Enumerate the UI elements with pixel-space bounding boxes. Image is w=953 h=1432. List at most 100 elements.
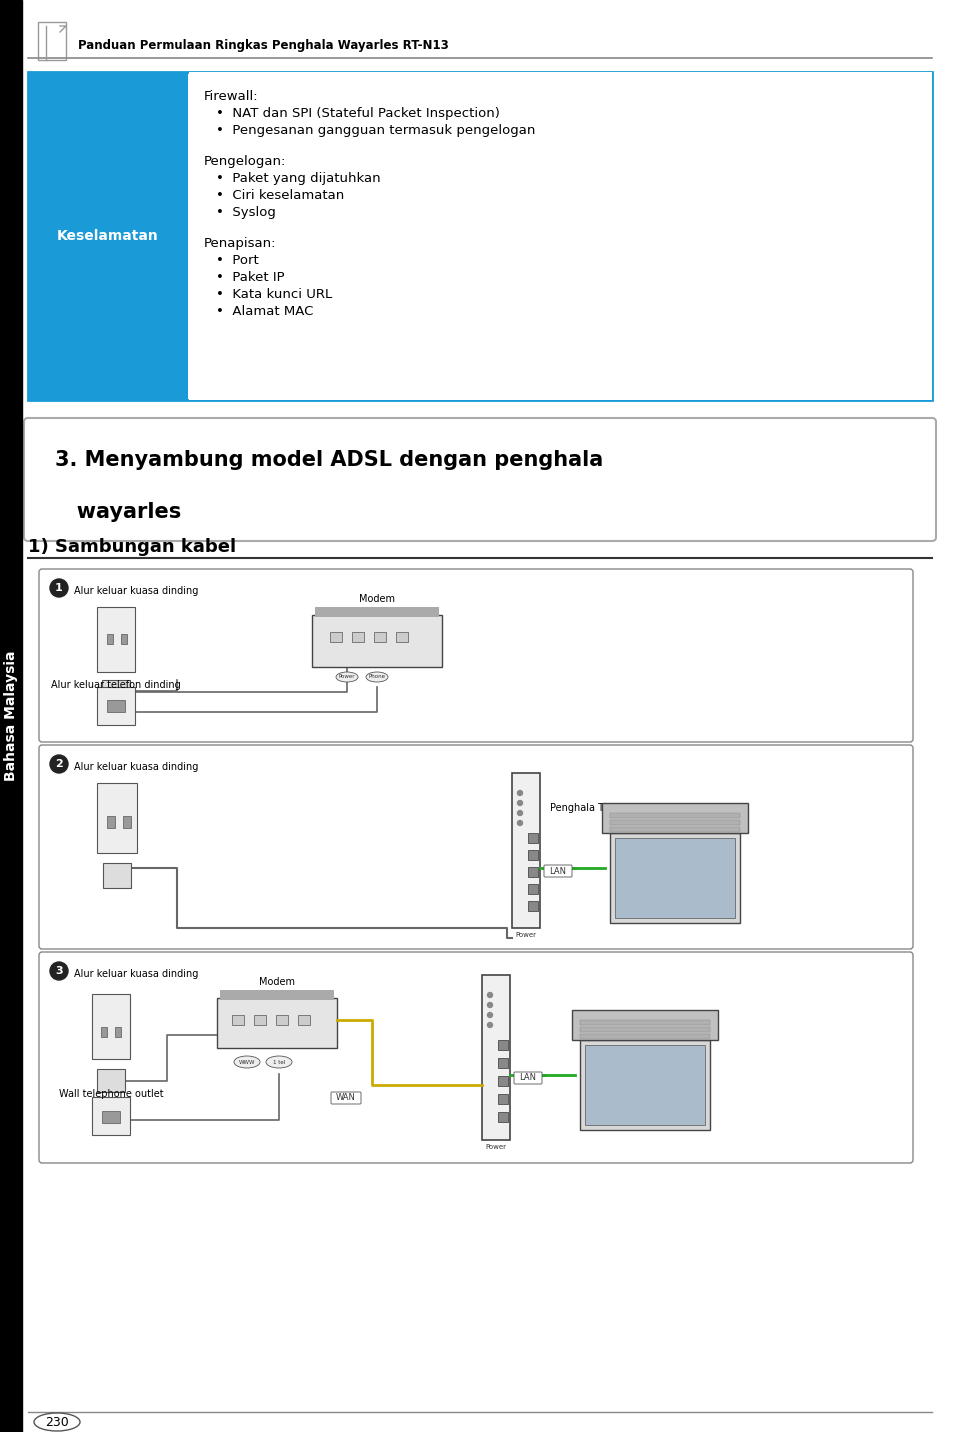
Bar [297, 1015, 310, 1025]
Bar [579, 1020, 709, 1025]
Bar [352, 632, 364, 642]
Circle shape [517, 821, 522, 825]
Bar [497, 1058, 507, 1068]
Bar [312, 614, 441, 667]
Bar [579, 1034, 709, 1040]
Bar [275, 1015, 288, 1025]
Circle shape [50, 962, 68, 979]
Bar [91, 1097, 130, 1136]
Bar [609, 813, 740, 818]
Text: •  Paket yang dijatuhkan: • Paket yang dijatuhkan [215, 172, 380, 185]
Text: LAN: LAN [519, 1074, 536, 1083]
Text: Alur keluar telefon dinding: Alur keluar telefon dinding [51, 680, 181, 690]
Text: 230: 230 [45, 1415, 69, 1429]
Bar [609, 833, 740, 924]
Bar [527, 884, 537, 894]
Bar [395, 632, 408, 642]
Ellipse shape [335, 672, 357, 682]
Bar [314, 607, 438, 617]
Text: WAN: WAN [335, 1094, 355, 1103]
Bar [497, 1113, 507, 1123]
Bar [601, 803, 747, 833]
Bar [107, 816, 115, 828]
Bar [189, 72, 931, 400]
Text: Power: Power [338, 674, 355, 680]
Text: Alur keluar kuasa dinding: Alur keluar kuasa dinding [74, 762, 198, 772]
Circle shape [487, 1022, 492, 1028]
Text: Pengelogan:: Pengelogan: [204, 155, 286, 168]
FancyBboxPatch shape [39, 569, 912, 742]
FancyBboxPatch shape [331, 1093, 360, 1104]
Bar [584, 1045, 704, 1126]
Circle shape [487, 992, 492, 998]
Bar [579, 1040, 709, 1130]
Bar [512, 773, 539, 928]
Text: WWW: WWW [238, 1060, 255, 1064]
Text: 1 tel: 1 tel [273, 1060, 285, 1064]
Bar [481, 975, 510, 1140]
Bar [115, 1027, 121, 1037]
FancyBboxPatch shape [24, 418, 935, 541]
Bar [28, 72, 931, 400]
Bar [579, 1027, 709, 1032]
Text: Alur keluar kuasa dinding: Alur keluar kuasa dinding [74, 586, 198, 596]
Ellipse shape [266, 1055, 292, 1068]
Circle shape [517, 790, 522, 796]
Bar [216, 998, 336, 1048]
Bar [103, 863, 131, 888]
Text: •  Syslog: • Syslog [215, 206, 275, 219]
Text: Penghala Tanpa Wayar ASUS: Penghala Tanpa Wayar ASUS [550, 803, 689, 813]
Bar [121, 634, 127, 644]
Bar [102, 1111, 120, 1123]
Circle shape [50, 755, 68, 773]
Text: Power: Power [515, 932, 536, 938]
Text: Panduan Permulaan Ringkas Penghala Wayarles RT-N13: Panduan Permulaan Ringkas Penghala Wayar… [78, 39, 448, 52]
Text: •  Alamat MAC: • Alamat MAC [215, 305, 313, 318]
Ellipse shape [34, 1413, 80, 1431]
Bar [97, 607, 135, 672]
Text: Firewall:: Firewall: [204, 90, 258, 103]
Bar [28, 72, 188, 400]
Text: •  Kata kunci URL: • Kata kunci URL [215, 288, 332, 301]
FancyBboxPatch shape [514, 1073, 541, 1084]
Text: •  Pengesanan gangguan termasuk pengelogan: • Pengesanan gangguan termasuk pengeloga… [215, 125, 535, 137]
Bar [97, 1070, 125, 1093]
Bar [101, 1027, 107, 1037]
Bar [374, 632, 386, 642]
Text: Alur keluar kuasa dinding: Alur keluar kuasa dinding [74, 969, 198, 979]
Text: LAN: LAN [549, 866, 566, 875]
Text: 2: 2 [55, 759, 63, 769]
Text: Power: Power [485, 1144, 506, 1150]
Bar [107, 634, 112, 644]
Bar [527, 851, 537, 861]
Text: •  Ciri keselamatan: • Ciri keselamatan [215, 189, 344, 202]
Bar [0, 0, 22, 1432]
Text: Modem: Modem [358, 594, 395, 604]
Bar [123, 816, 131, 828]
Bar [107, 700, 125, 712]
FancyBboxPatch shape [39, 952, 912, 1163]
Text: •  Paket IP: • Paket IP [215, 271, 284, 284]
Bar [527, 866, 537, 876]
Bar [497, 1075, 507, 1085]
Bar [527, 901, 537, 911]
Bar [97, 687, 135, 725]
FancyBboxPatch shape [39, 745, 912, 949]
Bar [91, 994, 130, 1060]
Bar [253, 1015, 266, 1025]
Bar [572, 1010, 718, 1040]
Text: wayarles: wayarles [55, 503, 181, 523]
Text: Modem: Modem [258, 977, 294, 987]
Text: 1) Sambungan kabel: 1) Sambungan kabel [28, 538, 236, 556]
Text: •  Port: • Port [215, 253, 258, 266]
Bar [615, 838, 734, 918]
Circle shape [517, 811, 522, 815]
FancyBboxPatch shape [543, 865, 572, 876]
Text: Penapisan:: Penapisan: [204, 238, 276, 251]
Bar [527, 833, 537, 843]
Bar [609, 821, 740, 825]
Text: 3. Menyambung model ADSL dengan penghala: 3. Menyambung model ADSL dengan penghala [55, 450, 602, 470]
Circle shape [50, 579, 68, 597]
Bar [497, 1040, 507, 1050]
Text: Phone: Phone [368, 674, 385, 680]
